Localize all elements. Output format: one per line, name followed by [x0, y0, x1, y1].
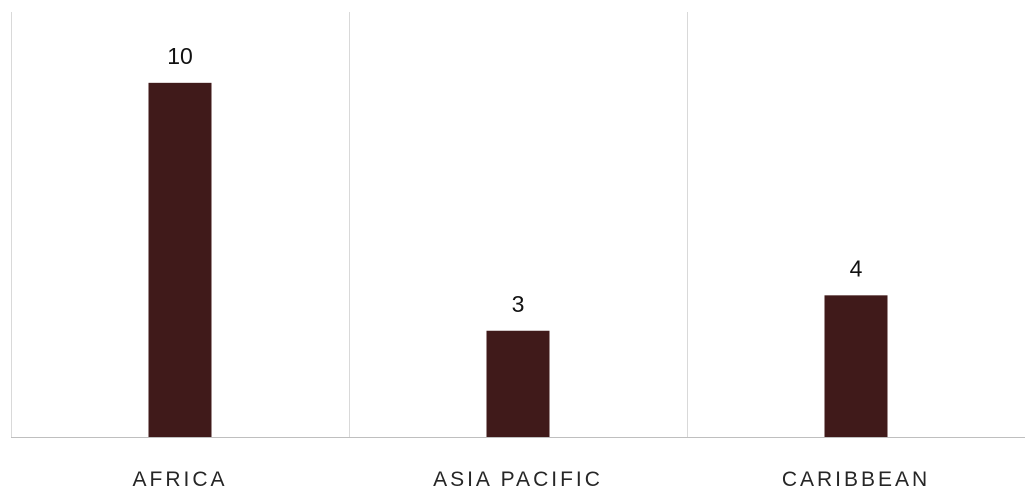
grid-layer [11, 12, 1025, 438]
bar [486, 330, 550, 437]
data-label: 10 [167, 43, 193, 69]
bar [824, 295, 888, 437]
data-label: 4 [850, 255, 863, 281]
data-label: 3 [512, 291, 525, 317]
category-tick-label: AFRICA [132, 468, 227, 489]
category-tick-label: CARIBBEAN [782, 468, 930, 489]
bars-layer [148, 82, 888, 437]
category-tick-label: ASIA PACIFIC [433, 468, 603, 489]
category-axis-labels: AFRICA ASIA PACIFIC CARIBBEAN [132, 468, 930, 489]
data-labels-layer: 10 3 4 [167, 43, 862, 317]
bar [148, 82, 212, 437]
